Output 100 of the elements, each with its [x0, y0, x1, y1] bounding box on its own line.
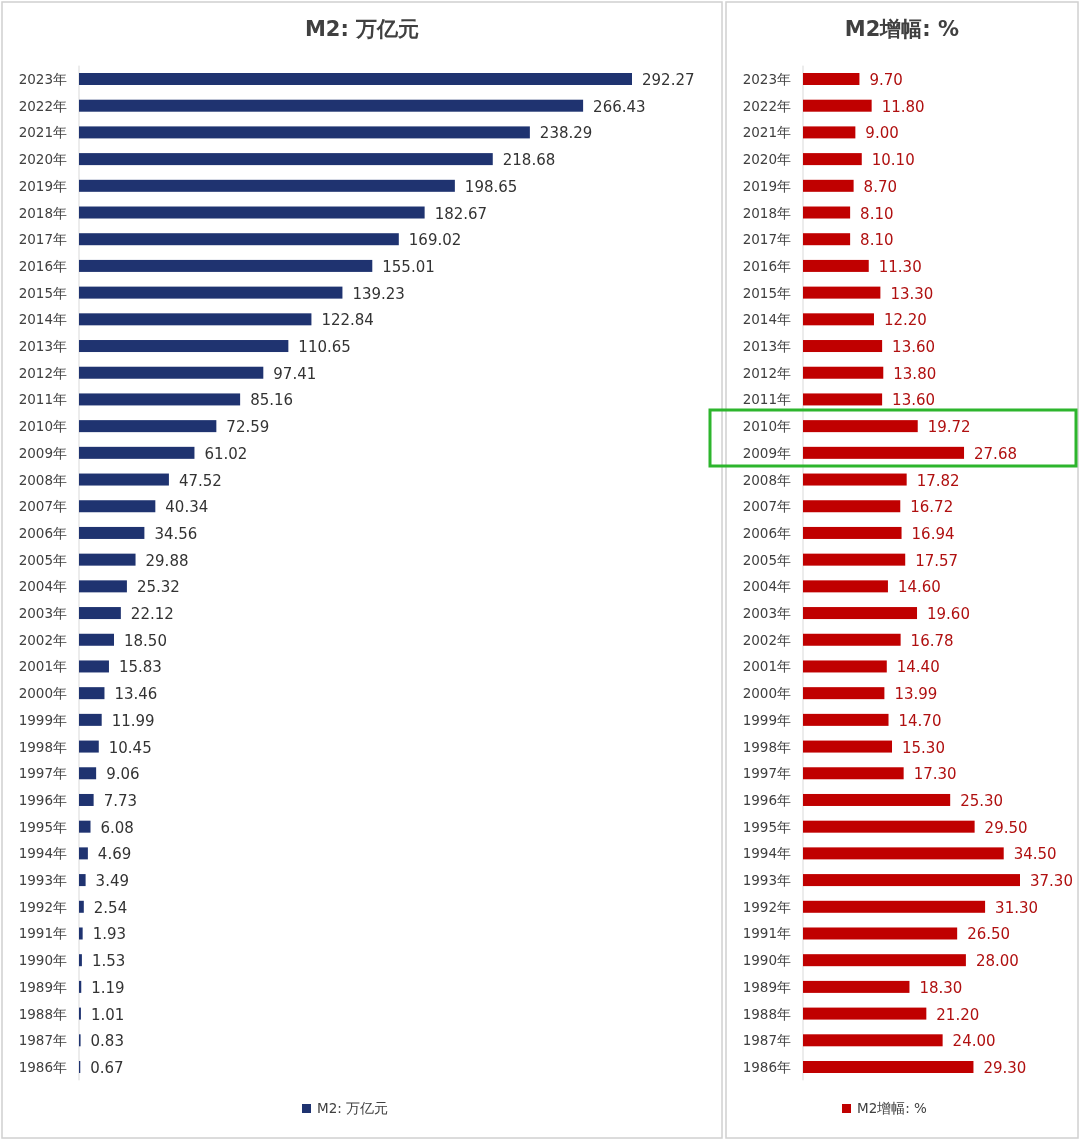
- y-tick-label: 1994年: [18, 845, 67, 862]
- bar: [803, 820, 975, 833]
- y-tick-label: 2000年: [742, 685, 791, 702]
- data-label: 169.02: [408, 231, 462, 250]
- data-label: 15.30: [902, 738, 945, 757]
- y-tick-label: 2002年: [742, 631, 791, 648]
- data-label: 13.99: [894, 685, 938, 704]
- bar: [79, 687, 105, 700]
- data-label: 3.49: [95, 872, 130, 891]
- y-tick-label: 2022年: [18, 97, 67, 114]
- y-tick-label: 2009年: [18, 444, 67, 461]
- y-tick-label: 1988年: [18, 1005, 67, 1022]
- data-label: 8.10: [860, 204, 894, 223]
- bar: [79, 366, 264, 379]
- y-tick-label: 2007年: [742, 498, 791, 515]
- y-tick-label: 2011年: [742, 391, 791, 408]
- y-tick-label: 2016年: [18, 257, 67, 274]
- y-tick-label: 2017年: [742, 231, 791, 248]
- y-tick-label: 2010年: [18, 418, 67, 435]
- y-tick-label: 1997年: [742, 765, 791, 782]
- bar: [79, 553, 136, 566]
- bar: [79, 126, 530, 139]
- bar: [803, 980, 910, 993]
- y-tick-label: 1987年: [742, 1032, 791, 1049]
- y-tick-label: 1997年: [18, 765, 67, 782]
- bar: [803, 847, 1004, 860]
- y-tick-label: 2015年: [18, 284, 67, 301]
- y-tick-label: 2014年: [18, 311, 67, 328]
- y-tick-label: 2006年: [742, 524, 791, 541]
- bar: [79, 927, 83, 940]
- bar: [803, 580, 888, 593]
- bar: [803, 954, 966, 967]
- bar: [803, 99, 872, 112]
- data-label: 29.88: [145, 551, 189, 570]
- data-label: 218.68: [502, 151, 556, 170]
- data-label: 122.84: [321, 311, 374, 330]
- bar: [79, 874, 86, 887]
- bar: [803, 713, 889, 726]
- y-tick-label: 2007年: [18, 498, 67, 515]
- bar: [79, 820, 91, 833]
- bar: [79, 393, 241, 406]
- y-tick-label: 1998年: [742, 738, 791, 755]
- data-label: 26.50: [967, 925, 1011, 944]
- y-tick-label: 2009年: [742, 444, 791, 461]
- bar: [79, 340, 289, 353]
- bar: [79, 767, 97, 780]
- bar: [79, 847, 88, 860]
- bar: [803, 607, 918, 620]
- bar: [803, 526, 902, 539]
- legend-label: M2增幅: %: [857, 1100, 928, 1116]
- y-tick-label: 1999年: [18, 711, 67, 728]
- bar: [79, 179, 455, 192]
- y-tick-label: 2012年: [18, 364, 67, 381]
- data-label: 72.59: [226, 418, 270, 437]
- data-label: 13.30: [890, 284, 934, 303]
- legend-label: M2: 万亿元: [317, 1100, 389, 1116]
- data-label: 25.30: [960, 791, 1004, 810]
- bar: [803, 126, 856, 139]
- bar: [803, 1007, 927, 1020]
- y-tick-label: 2013年: [18, 338, 67, 355]
- y-tick-label: 2005年: [18, 551, 67, 568]
- data-label: 110.65: [298, 338, 351, 357]
- bar: [803, 393, 883, 406]
- data-label: 28.00: [975, 952, 1019, 971]
- data-label: 25.32: [136, 578, 180, 597]
- y-tick-label: 1991年: [742, 925, 791, 942]
- bar: [803, 233, 851, 246]
- data-label: 139.23: [352, 284, 405, 303]
- data-label: 6.08: [100, 818, 134, 837]
- bar: [79, 580, 127, 593]
- data-label: 13.60: [892, 338, 936, 357]
- y-tick-label: 2017年: [18, 231, 67, 248]
- data-label: 17.82: [916, 471, 960, 490]
- data-label: 19.72: [927, 418, 971, 437]
- data-label: 12.20: [883, 311, 927, 330]
- y-tick-label: 2004年: [742, 578, 791, 595]
- y-tick-label: 2020年: [742, 151, 791, 168]
- y-tick-label: 2005年: [742, 551, 791, 568]
- y-tick-label: 2022年: [742, 97, 791, 114]
- data-label: 18.50: [124, 631, 167, 650]
- bar: [79, 313, 312, 326]
- y-tick-label: 1990年: [742, 952, 791, 969]
- data-label: 155.01: [382, 257, 435, 276]
- data-label: 11.80: [881, 97, 925, 116]
- y-tick-label: 2010年: [742, 418, 791, 435]
- data-label: 9.00: [865, 124, 899, 143]
- bar: [803, 500, 901, 513]
- y-tick-label: 2000年: [18, 685, 67, 702]
- data-label: 19.60: [927, 605, 970, 624]
- data-label: 1.53: [91, 952, 126, 971]
- bar: [79, 153, 493, 166]
- bar: [79, 233, 399, 246]
- y-tick-label: 2001年: [18, 658, 67, 675]
- data-label: 198.65: [464, 177, 518, 196]
- bar: [803, 874, 1020, 887]
- y-tick-label: 1987年: [18, 1032, 67, 1049]
- data-label: 1.01: [90, 1005, 125, 1024]
- y-tick-label: 1991年: [18, 925, 67, 942]
- data-label: 22.12: [130, 605, 174, 624]
- bar: [79, 473, 169, 486]
